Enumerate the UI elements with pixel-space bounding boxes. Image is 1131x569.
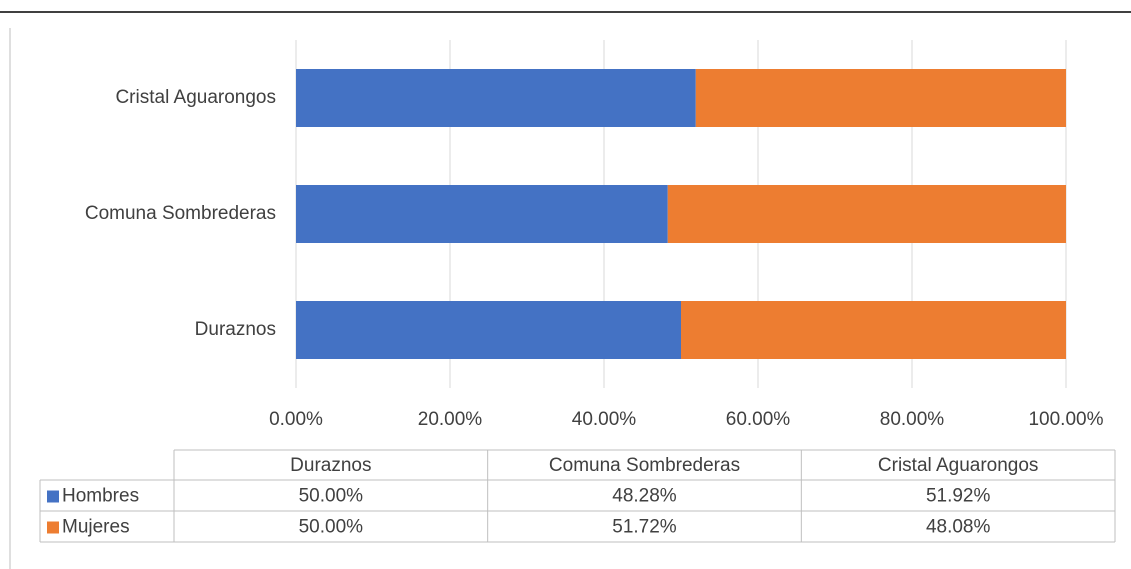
bar-segment (296, 301, 681, 359)
x-tick-label: 20.00% (418, 409, 483, 430)
y-tick-label: Cristal Aguarongos (115, 87, 276, 108)
table-value: 50.00% (299, 517, 364, 538)
table-header: Cristal Aguarongos (878, 455, 1039, 476)
bar-segment (667, 185, 1066, 243)
x-tick-label: 60.00% (726, 409, 791, 430)
bar-segment (681, 301, 1066, 359)
bar-segment (296, 185, 668, 243)
x-tick-label: 40.00% (572, 409, 637, 430)
x-tick-label: 0.00% (269, 409, 323, 430)
table-value: 48.28% (612, 486, 677, 507)
table-header: Comuna Sombrederas (549, 455, 740, 476)
legend-label: Mujeres (62, 517, 130, 538)
table-value: 51.92% (926, 486, 991, 507)
legend-key (47, 490, 59, 503)
legend-label: Hombres (62, 486, 139, 507)
table-value: 51.72% (612, 517, 677, 538)
legend-key (47, 521, 59, 534)
table-header: Duraznos (290, 455, 371, 476)
x-tick-label: 80.00% (880, 409, 945, 430)
table-value: 50.00% (299, 486, 364, 507)
bar-segment (695, 69, 1066, 127)
table-value: 48.08% (926, 517, 991, 538)
y-tick-label: Comuna Sombrederas (85, 203, 276, 224)
x-tick-label: 100.00% (1028, 409, 1103, 430)
y-tick-label: Duraznos (195, 319, 276, 340)
bar-segment (296, 69, 696, 127)
